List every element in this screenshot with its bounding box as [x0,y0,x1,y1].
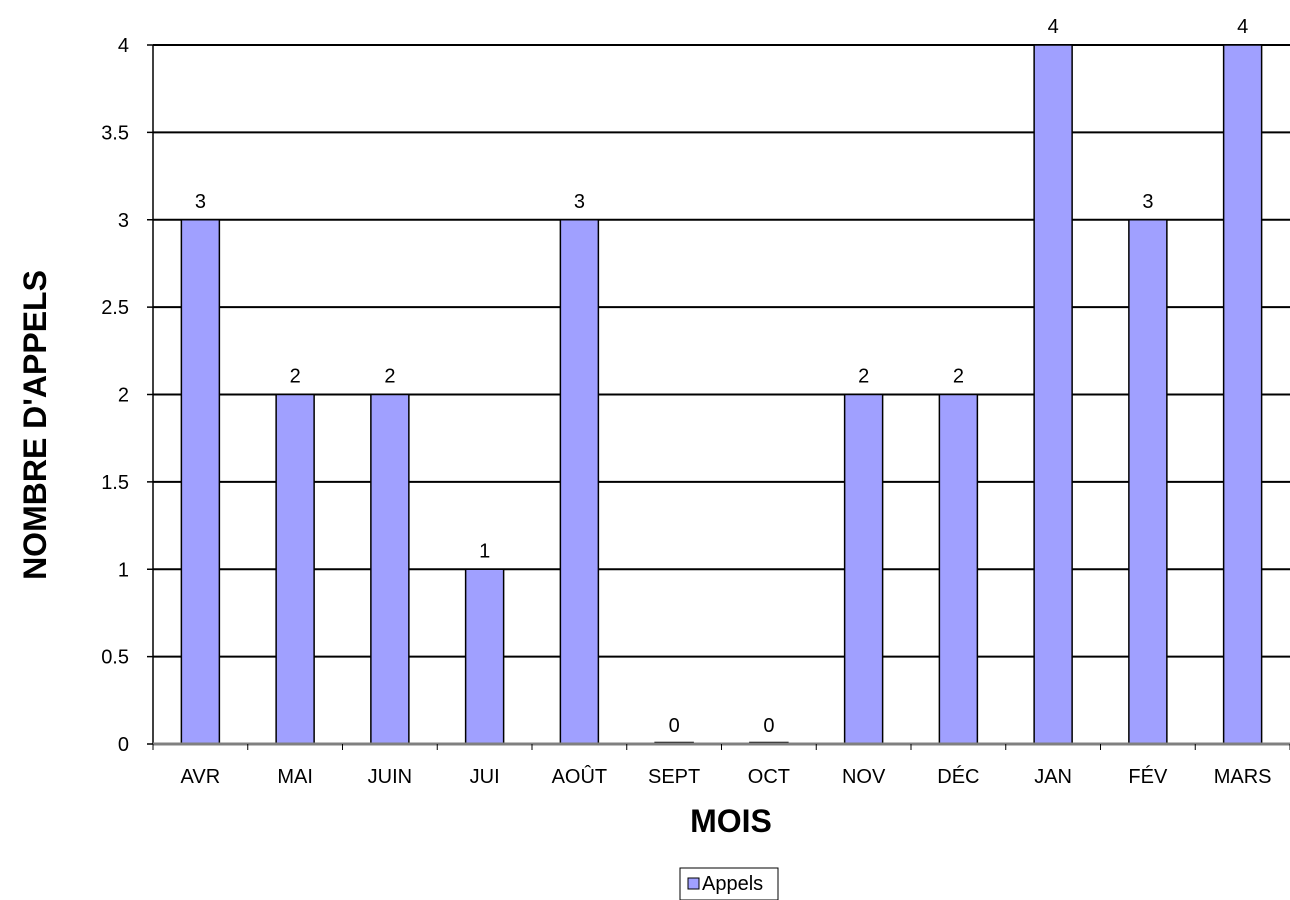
y-tick-label: 3 [118,210,129,232]
y-tick-labels: 0 0.5 1 1.5 2 2.5 3 3.5 4 [101,35,129,756]
y-tick-label: 2 [118,385,129,407]
y-tick-label: 0.5 [101,647,129,669]
data-label: 4 [1237,16,1248,38]
y-tick-label: 2.5 [101,297,129,319]
data-label: 4 [1048,16,1059,38]
x-tick-label: AOÛT [552,765,608,788]
x-tick-label: AVR [181,766,221,788]
x-tick-label: FÉV [1128,765,1168,788]
x-tick-label: JAN [1034,766,1072,788]
legend-swatch-appels [687,877,700,890]
y-axis-title: NOMBRE D'APPELS [17,270,53,580]
y-tick-label: 4 [118,35,129,57]
y-tick-label: 0 [118,734,129,756]
x-axis-title: MOIS [690,803,772,839]
x-tick-label: OCT [748,766,790,788]
gridlines [153,44,1290,658]
x-tick-label: JUIN [368,766,412,788]
bar-mars [1222,44,1263,745]
x-tick-label: DÉC [937,765,979,788]
bar-déc [938,393,979,745]
bar-août [559,219,600,745]
data-label: 2 [858,366,869,388]
legend: Appels [679,867,779,900]
bar-avr [180,219,221,745]
bars [180,44,1263,745]
axes [147,44,1290,750]
data-label: 2 [384,366,395,388]
x-tick-label: JUI [470,766,500,788]
bar-nov [843,393,884,745]
x-tick-labels: AVR MAI JUIN JUI AOÛT SEPT OCT NOV DÉC JAN FÉV MARS [181,765,1272,788]
data-label: 3 [195,191,206,213]
x-tick-label: SEPT [648,766,700,788]
legend-label-appels: Appels [702,873,763,895]
bar-juin [370,393,410,745]
data-label: 3 [574,191,585,213]
x-tick-label: NOV [842,766,886,788]
data-label: 2 [290,366,301,388]
data-label: 2 [953,366,964,388]
data-labels: 3 2 2 1 3 0 0 2 2 4 3 4 [195,16,1248,737]
y-tick-label: 1.5 [101,472,129,494]
data-label: 0 [669,715,680,737]
data-label: 0 [763,715,774,737]
data-label: 1 [479,540,490,562]
x-tick-label: MARS [1214,766,1272,788]
bar-jui [464,568,505,745]
bar-fév [1128,219,1168,745]
bar-mai [275,393,315,745]
y-tick-label: 3.5 [101,122,129,144]
data-label: 3 [1142,191,1153,213]
y-tick-label: 1 [118,559,129,581]
bar-jan [1033,44,1073,745]
x-tick-label: MAI [277,766,313,788]
